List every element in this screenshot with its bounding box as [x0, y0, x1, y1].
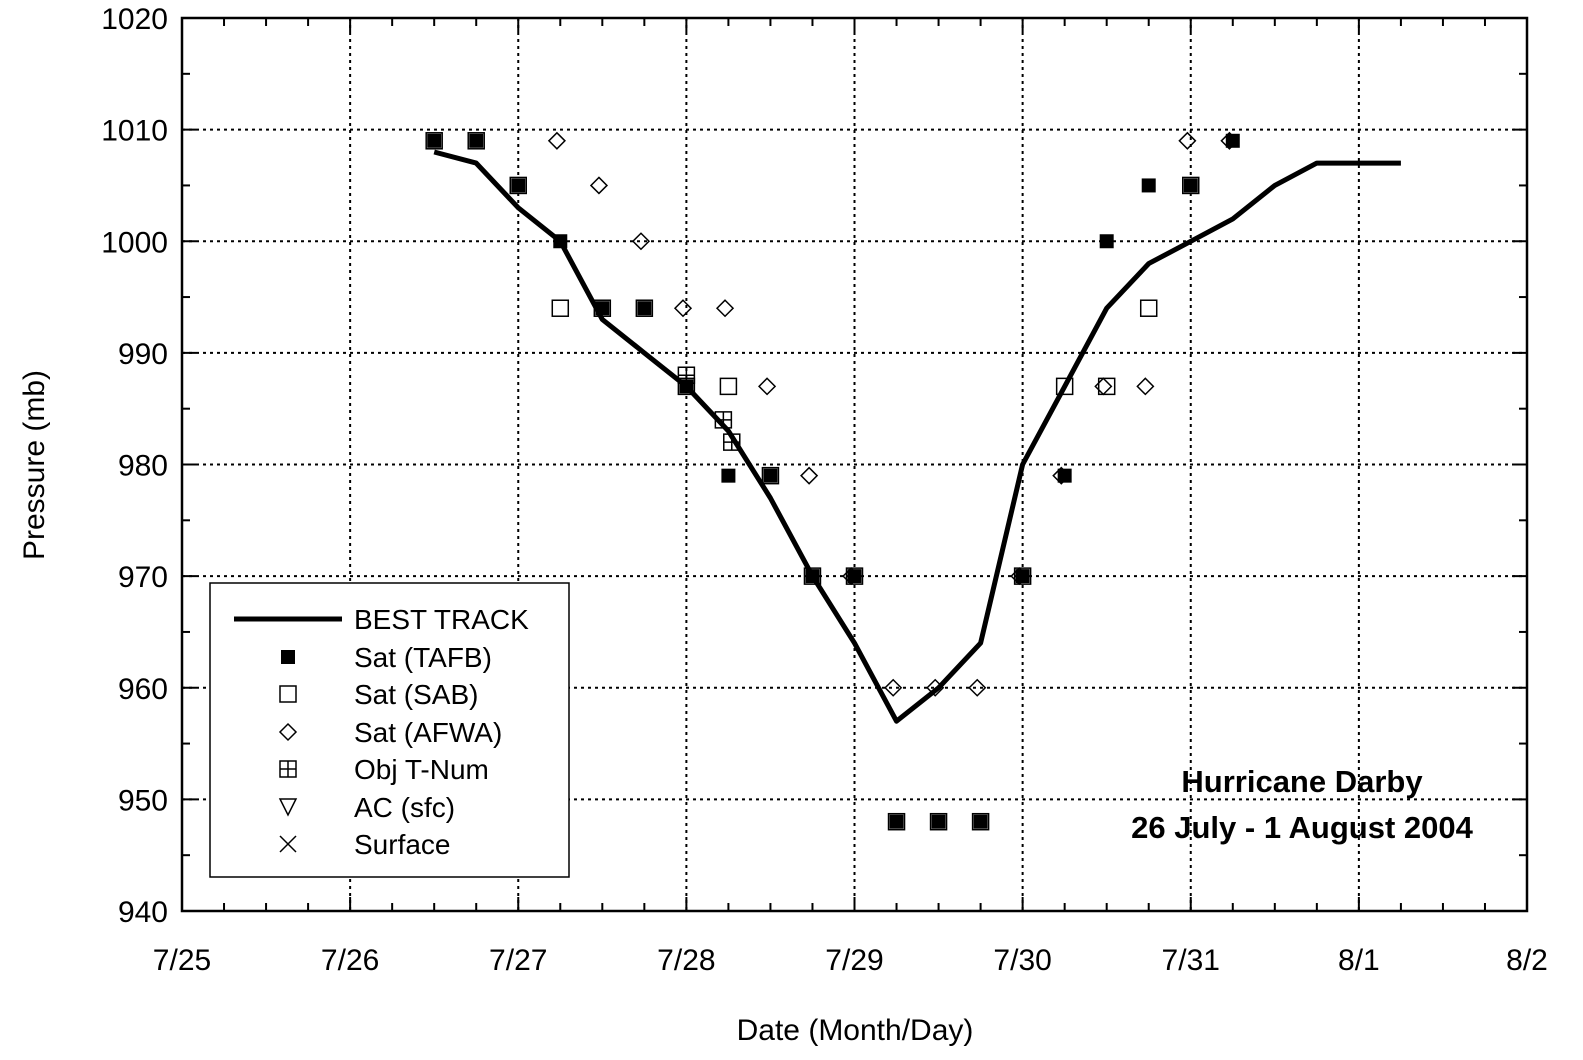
sat-tafb-point: [1015, 569, 1030, 584]
sat-sab-point: [971, 812, 990, 831]
sat-sab-point: [761, 466, 780, 485]
plot-frame: [180, 16, 1529, 913]
sat-afwa-point: [1136, 377, 1155, 396]
sat-sab-point: [1182, 176, 1200, 195]
sat-sab-point: [1013, 567, 1032, 585]
y-tick-label: 1000: [101, 226, 168, 259]
x-tick-label: 7/27: [489, 944, 547, 977]
y-tick-label: 990: [118, 338, 168, 371]
y-tick-label: 1010: [101, 115, 168, 148]
series-best-track: [433, 149, 1401, 724]
x-axis-title: Date (Month/Day): [737, 1014, 974, 1047]
sat-tafb-point: [847, 569, 862, 584]
y-tick-label: 960: [118, 673, 168, 706]
best-track-line: [433, 149, 1401, 724]
sat-afwa-point: [547, 131, 566, 150]
sat-sab-point: [1097, 377, 1116, 396]
sat-sab-point: [887, 812, 906, 831]
x-tick-label: 7/25: [153, 944, 211, 977]
y-tick-label: 970: [118, 561, 168, 594]
sat-tafb-point: [595, 301, 610, 316]
sat-sab-point: [719, 377, 738, 396]
legend-box: [209, 582, 570, 878]
sat-tafb-point: [553, 234, 568, 249]
annotation-line-2: 26 July - 1 August 2004: [1131, 810, 1473, 845]
sat-afwa-point: [968, 678, 987, 697]
series-sat-tafb: [427, 133, 1240, 829]
sat-afwa-point: [884, 678, 903, 697]
sat-tafb-point: [1141, 178, 1156, 193]
sat-afwa-point: [631, 232, 651, 251]
x-tick-label: 7/29: [825, 944, 883, 977]
sat-tafb-point: [427, 133, 442, 148]
sat-sab-point: [803, 567, 822, 585]
x-tick-label: 7/26: [321, 944, 379, 977]
sat-tafb-point: [637, 301, 652, 316]
legend: BEST TRACK Sat (TAFB) Sat (SAB) Sat (AFWA) O…: [209, 582, 570, 878]
legend-label-sat-sab: Sat (SAB): [354, 679, 478, 710]
legend-swatch-ac-sfc: [278, 798, 298, 817]
annotation-line-1: Hurricane Darby: [1181, 764, 1423, 799]
series-sat-afwa: [547, 131, 1239, 697]
x-tick-label: 7/31: [1162, 944, 1220, 977]
y-tick-label: 1020: [101, 3, 168, 36]
sat-sab-point: [1055, 377, 1074, 396]
y-tick-label: 950: [118, 784, 168, 817]
sat-afwa-point: [715, 299, 735, 318]
sat-tafb-point: [1183, 178, 1198, 193]
legend-label-obj-t-num: Obj T-Num: [354, 754, 489, 785]
sat-tafb-point: [763, 468, 778, 483]
sat-sab-point: [635, 299, 654, 317]
sat-tafb-point: [679, 379, 694, 394]
sat-afwa-point: [1094, 377, 1113, 396]
x-tick-label: 7/30: [993, 944, 1051, 977]
legend-label-best-track: BEST TRACK: [354, 604, 529, 635]
sat-sab-point: [1139, 299, 1158, 317]
sat-tafb-point: [1057, 468, 1072, 483]
sat-afwa-point: [589, 176, 609, 195]
sat-tafb-point: [511, 178, 526, 193]
sat-afwa-point: [800, 466, 819, 485]
x-tick-label: 8/1: [1338, 944, 1380, 977]
x-tick-label: 7/28: [657, 944, 715, 977]
legend-label-sat-afwa: Sat (AFWA): [354, 717, 502, 748]
sat-sab-point: [467, 132, 485, 150]
sat-afwa-point: [1178, 131, 1197, 150]
sat-sab-point: [845, 567, 864, 585]
sat-sab-point: [509, 176, 527, 195]
y-tick-label: 940: [118, 896, 168, 929]
sat-afwa-point: [758, 377, 777, 396]
sat-tafb-point: [931, 814, 946, 829]
sat-tafb-point: [469, 133, 484, 148]
legend-swatch-obj-t-num: [279, 760, 297, 778]
sat-tafb-point: [889, 814, 904, 829]
data-series: [425, 131, 1401, 831]
y-tick-labels: 940 950 960 970 980 990 1000 1010 1020: [101, 3, 168, 929]
sat-tafb-point: [721, 468, 736, 483]
legend-label-ac-sfc: AC (sfc): [354, 792, 455, 823]
legend-label-sat-tafb: Sat (TAFB): [354, 642, 492, 673]
sat-tafb-point: [973, 814, 988, 829]
sat-sab-point: [425, 132, 443, 150]
sat-sab-point: [929, 812, 948, 831]
legend-label-surface: Surface: [354, 829, 451, 860]
sat-tafb-point: [1099, 234, 1114, 249]
legend-swatch-surface: [279, 835, 297, 853]
sat-tafb-point: [1225, 133, 1240, 148]
sat-tafb-point: [805, 569, 820, 584]
legend-swatch-sat-tafb: [281, 650, 295, 664]
sat-sab-point: [551, 299, 570, 317]
y-tick-label: 980: [118, 450, 168, 483]
x-tick-label: 8/2: [1506, 944, 1548, 977]
x-tick-labels: 7/25 7/26 7/27 7/28 7/29 7/30 7/31 8/1 8/2: [153, 944, 1548, 977]
legend-swatch-sat-sab: [279, 685, 297, 703]
legend-swatch-sat-afwa: [278, 722, 298, 742]
sat-afwa-point: [673, 299, 693, 318]
y-axis-title: Pressure (mb): [18, 370, 51, 560]
